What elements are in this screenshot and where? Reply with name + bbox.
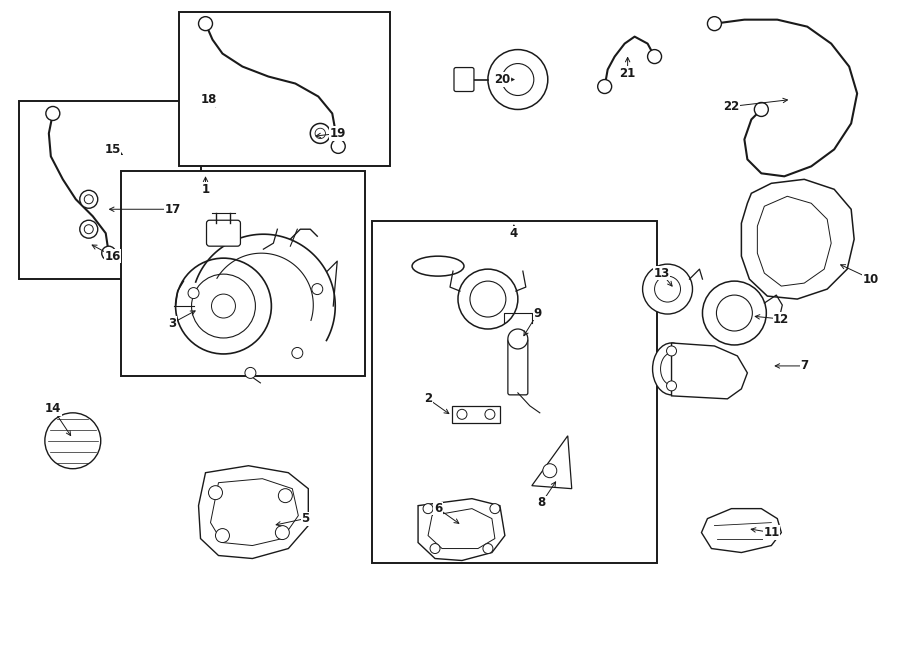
Circle shape: [311, 284, 323, 295]
Circle shape: [716, 295, 752, 331]
Polygon shape: [199, 466, 309, 559]
Circle shape: [188, 288, 199, 299]
Circle shape: [490, 504, 500, 514]
Circle shape: [667, 381, 677, 391]
Text: 20: 20: [494, 73, 510, 86]
Circle shape: [707, 17, 722, 30]
Bar: [178, 12, 390, 167]
Text: 5: 5: [302, 512, 310, 525]
Circle shape: [643, 264, 692, 314]
Circle shape: [543, 464, 557, 478]
Text: 14: 14: [45, 403, 61, 415]
Polygon shape: [418, 498, 505, 561]
Circle shape: [430, 543, 440, 553]
Text: 13: 13: [653, 266, 670, 280]
Circle shape: [275, 525, 289, 539]
Bar: [121, 171, 365, 376]
Circle shape: [485, 409, 495, 419]
Text: 1: 1: [202, 183, 210, 196]
Circle shape: [192, 274, 256, 338]
Text: 18: 18: [201, 93, 217, 106]
Text: 16: 16: [104, 250, 121, 262]
Circle shape: [45, 413, 101, 469]
Circle shape: [102, 246, 116, 260]
Circle shape: [310, 124, 330, 143]
Circle shape: [80, 220, 98, 238]
FancyBboxPatch shape: [508, 339, 527, 395]
Circle shape: [215, 529, 230, 543]
Circle shape: [483, 543, 493, 553]
Circle shape: [470, 281, 506, 317]
Text: 4: 4: [509, 227, 518, 240]
Polygon shape: [742, 179, 854, 299]
Circle shape: [508, 329, 527, 349]
Bar: [452, 406, 500, 423]
Circle shape: [667, 346, 677, 356]
Text: 12: 12: [773, 313, 789, 325]
Circle shape: [176, 258, 272, 354]
Text: 9: 9: [534, 307, 542, 319]
Circle shape: [212, 294, 236, 318]
Text: 19: 19: [330, 127, 346, 140]
Circle shape: [754, 102, 769, 116]
Polygon shape: [211, 479, 298, 545]
Circle shape: [331, 139, 346, 153]
Circle shape: [315, 128, 326, 139]
Text: 17: 17: [165, 203, 181, 215]
Circle shape: [199, 17, 212, 30]
Text: 21: 21: [619, 67, 635, 80]
Text: 2: 2: [424, 393, 432, 405]
Circle shape: [292, 348, 302, 358]
Circle shape: [703, 281, 766, 345]
Circle shape: [278, 488, 293, 502]
Polygon shape: [701, 508, 781, 553]
Circle shape: [245, 368, 256, 378]
Circle shape: [502, 63, 534, 95]
Circle shape: [85, 225, 94, 234]
Text: 22: 22: [724, 100, 740, 113]
Ellipse shape: [412, 256, 464, 276]
Circle shape: [654, 276, 680, 302]
Ellipse shape: [661, 353, 682, 385]
Ellipse shape: [652, 343, 690, 395]
Text: 8: 8: [537, 496, 546, 509]
FancyBboxPatch shape: [206, 220, 240, 246]
Circle shape: [423, 504, 433, 514]
Text: 3: 3: [168, 317, 176, 330]
FancyBboxPatch shape: [454, 67, 474, 91]
Polygon shape: [428, 508, 495, 549]
Circle shape: [85, 195, 94, 204]
Polygon shape: [671, 343, 747, 399]
Polygon shape: [758, 196, 832, 286]
Bar: [19, 102, 201, 279]
Text: 11: 11: [763, 526, 779, 539]
Circle shape: [488, 50, 548, 110]
Bar: [373, 221, 657, 563]
Circle shape: [458, 269, 518, 329]
Text: 7: 7: [800, 360, 808, 372]
Circle shape: [80, 190, 98, 208]
Text: 10: 10: [863, 272, 879, 286]
Circle shape: [598, 79, 612, 93]
Polygon shape: [532, 436, 572, 488]
Circle shape: [46, 106, 59, 120]
Circle shape: [457, 409, 467, 419]
Circle shape: [648, 50, 662, 63]
Circle shape: [209, 486, 222, 500]
Text: 15: 15: [104, 143, 121, 156]
Text: 6: 6: [434, 502, 442, 515]
